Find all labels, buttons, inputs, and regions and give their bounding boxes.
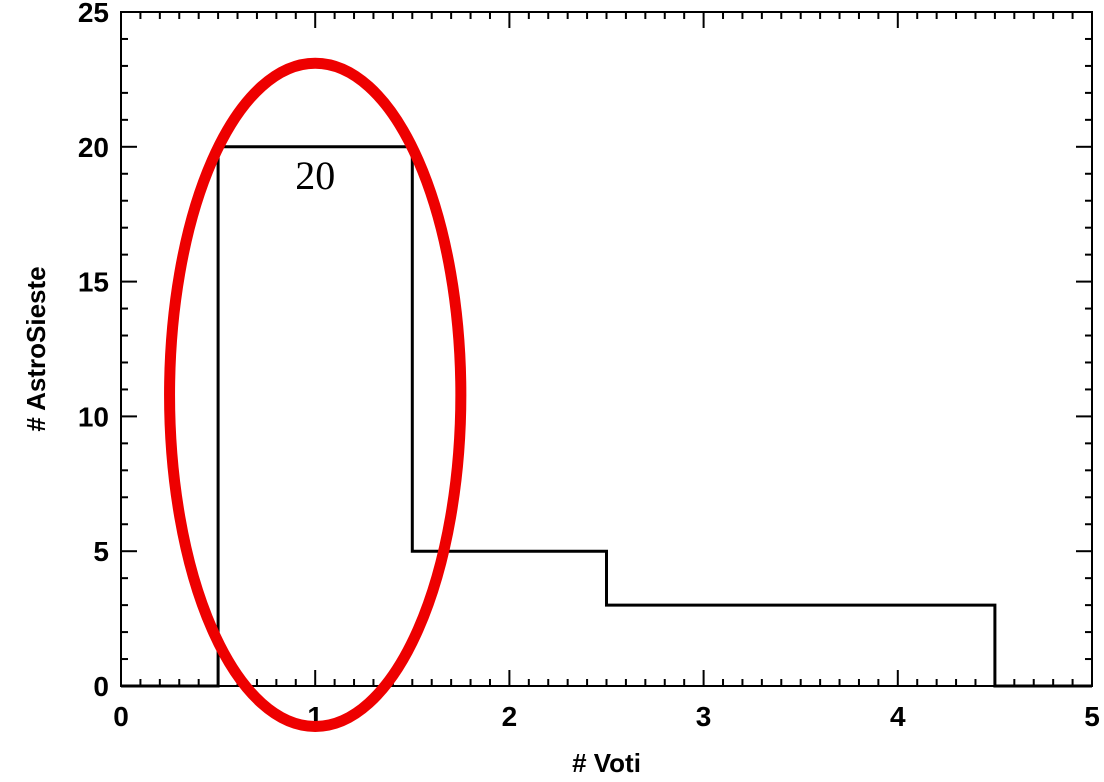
y-tick-label: 10 <box>78 401 109 432</box>
highlight-ellipse <box>164 57 467 732</box>
y-tick-label: 20 <box>78 132 109 163</box>
y-tick-label: 0 <box>93 671 109 702</box>
y-tick-labels: 0 5 10 15 20 25 <box>78 0 109 702</box>
axis-ticks <box>121 12 1092 686</box>
x-tick-label: 2 <box>502 701 518 732</box>
y-axis-label: # AstroSieste <box>21 266 51 431</box>
y-tick-label: 25 <box>78 0 109 28</box>
x-tick-label: 4 <box>890 701 906 732</box>
histogram-step-line <box>121 145 1092 688</box>
bar-value-label: 20 <box>295 153 335 198</box>
x-tick-label: 3 <box>696 701 712 732</box>
y-tick-label: 15 <box>78 267 109 298</box>
plot-frame <box>120 11 1093 687</box>
x-axis-label: # Voti <box>572 748 641 778</box>
x-tick-label: 0 <box>113 701 129 732</box>
x-tick-label: 5 <box>1084 701 1100 732</box>
y-tick-label: 5 <box>93 536 109 567</box>
